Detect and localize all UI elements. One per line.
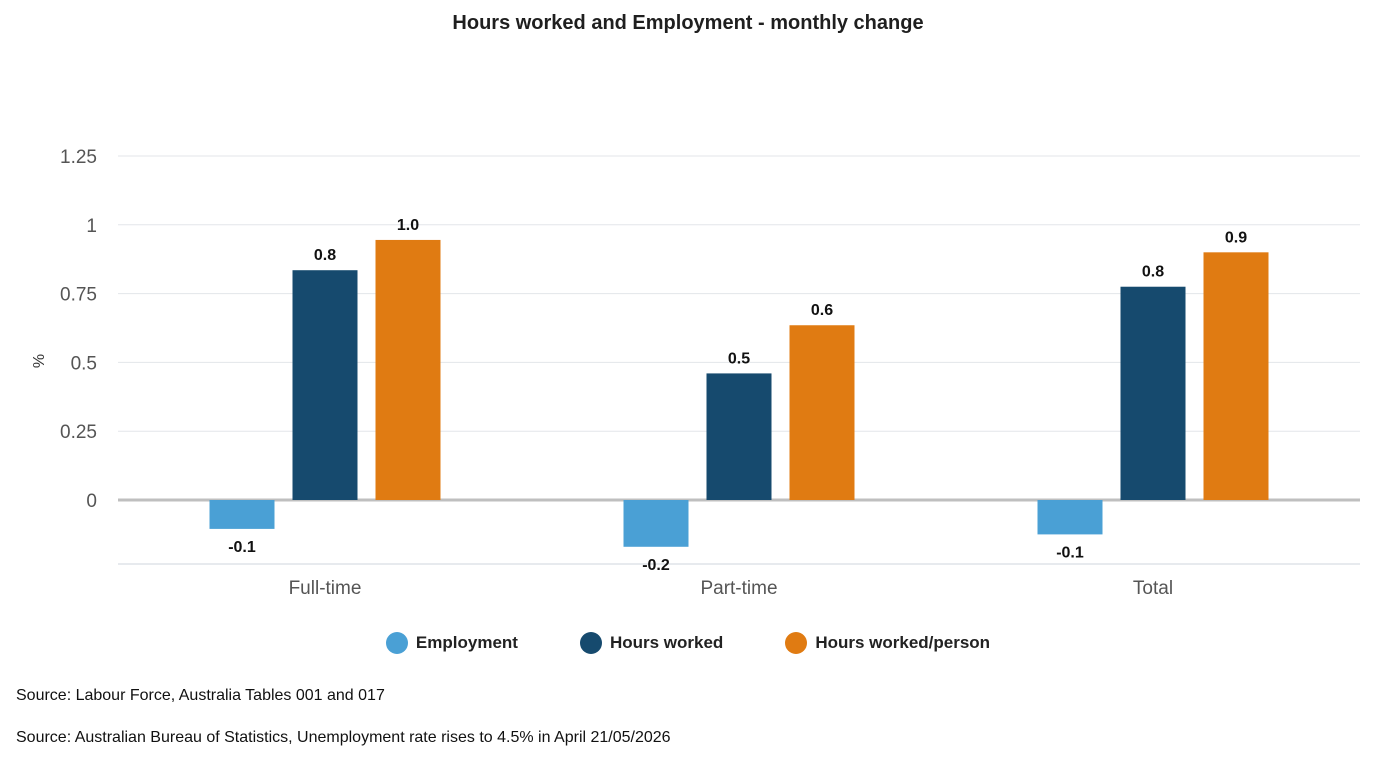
source-note-labour-force: Source: Labour Force, Australia Tables 0… xyxy=(16,687,385,704)
legend-label: Hours worked/person xyxy=(815,633,991,652)
bars xyxy=(209,239,1269,547)
bar xyxy=(623,500,689,547)
legend-swatch xyxy=(579,632,602,654)
legend-item[interactable]: Hours worked/person xyxy=(785,632,990,654)
data-label: 0.6 xyxy=(811,302,833,319)
x-category-label: Part-time xyxy=(700,578,777,599)
data-label: 1.0 xyxy=(397,217,419,234)
legend-label: Hours worked xyxy=(609,633,724,652)
bar-chart: 0 0.25 0.5 0.75 1 1.25% Full-time Part-time Tota… xyxy=(31,147,1360,599)
x-category-label: Full-time xyxy=(289,578,362,599)
data-label: 0.9 xyxy=(1225,229,1247,246)
legend-label: Employment xyxy=(415,633,518,652)
legend: Employment Hours worked Hours worked/perso… xyxy=(0,632,1376,654)
y-tick-label: 0.5 xyxy=(71,353,97,374)
bar xyxy=(706,373,772,500)
data-label: -0.1 xyxy=(228,539,256,556)
bar xyxy=(375,239,441,500)
y-axis-label: % xyxy=(31,354,48,368)
data-label: -0.2 xyxy=(642,557,670,574)
legend-swatch xyxy=(785,632,808,654)
y-tick-label: 1 xyxy=(86,216,97,237)
y-tick-label: 1.25 xyxy=(60,147,97,168)
bar xyxy=(1203,252,1269,500)
bar xyxy=(1037,500,1103,535)
chart-title: Hours worked and Employment - monthly ch… xyxy=(452,12,924,34)
data-label: 0.8 xyxy=(1142,264,1164,281)
data-label: 0.8 xyxy=(314,247,336,264)
bar xyxy=(1120,286,1186,500)
x-category-label: Total xyxy=(1133,578,1173,599)
source-note-abs: Source: Australian Bureau of Statistics,… xyxy=(16,729,671,746)
y-tick-label: 0.75 xyxy=(60,285,97,306)
data-label: 0.5 xyxy=(728,350,750,367)
y-tick-label: 0.25 xyxy=(60,422,97,443)
legend-item[interactable]: Hours worked xyxy=(579,632,724,654)
data-label: -0.1 xyxy=(1056,544,1084,561)
bar xyxy=(789,325,855,500)
bar xyxy=(292,270,358,500)
y-tick-label: 0 xyxy=(86,491,97,512)
legend-item[interactable]: Employment xyxy=(385,632,518,654)
bar xyxy=(209,500,275,529)
data-labels: -0.1 0.8 1.0 -0.2 0.5 0.6 -0.1 0.8 0.9 xyxy=(228,217,1247,574)
legend-swatch xyxy=(385,632,408,654)
